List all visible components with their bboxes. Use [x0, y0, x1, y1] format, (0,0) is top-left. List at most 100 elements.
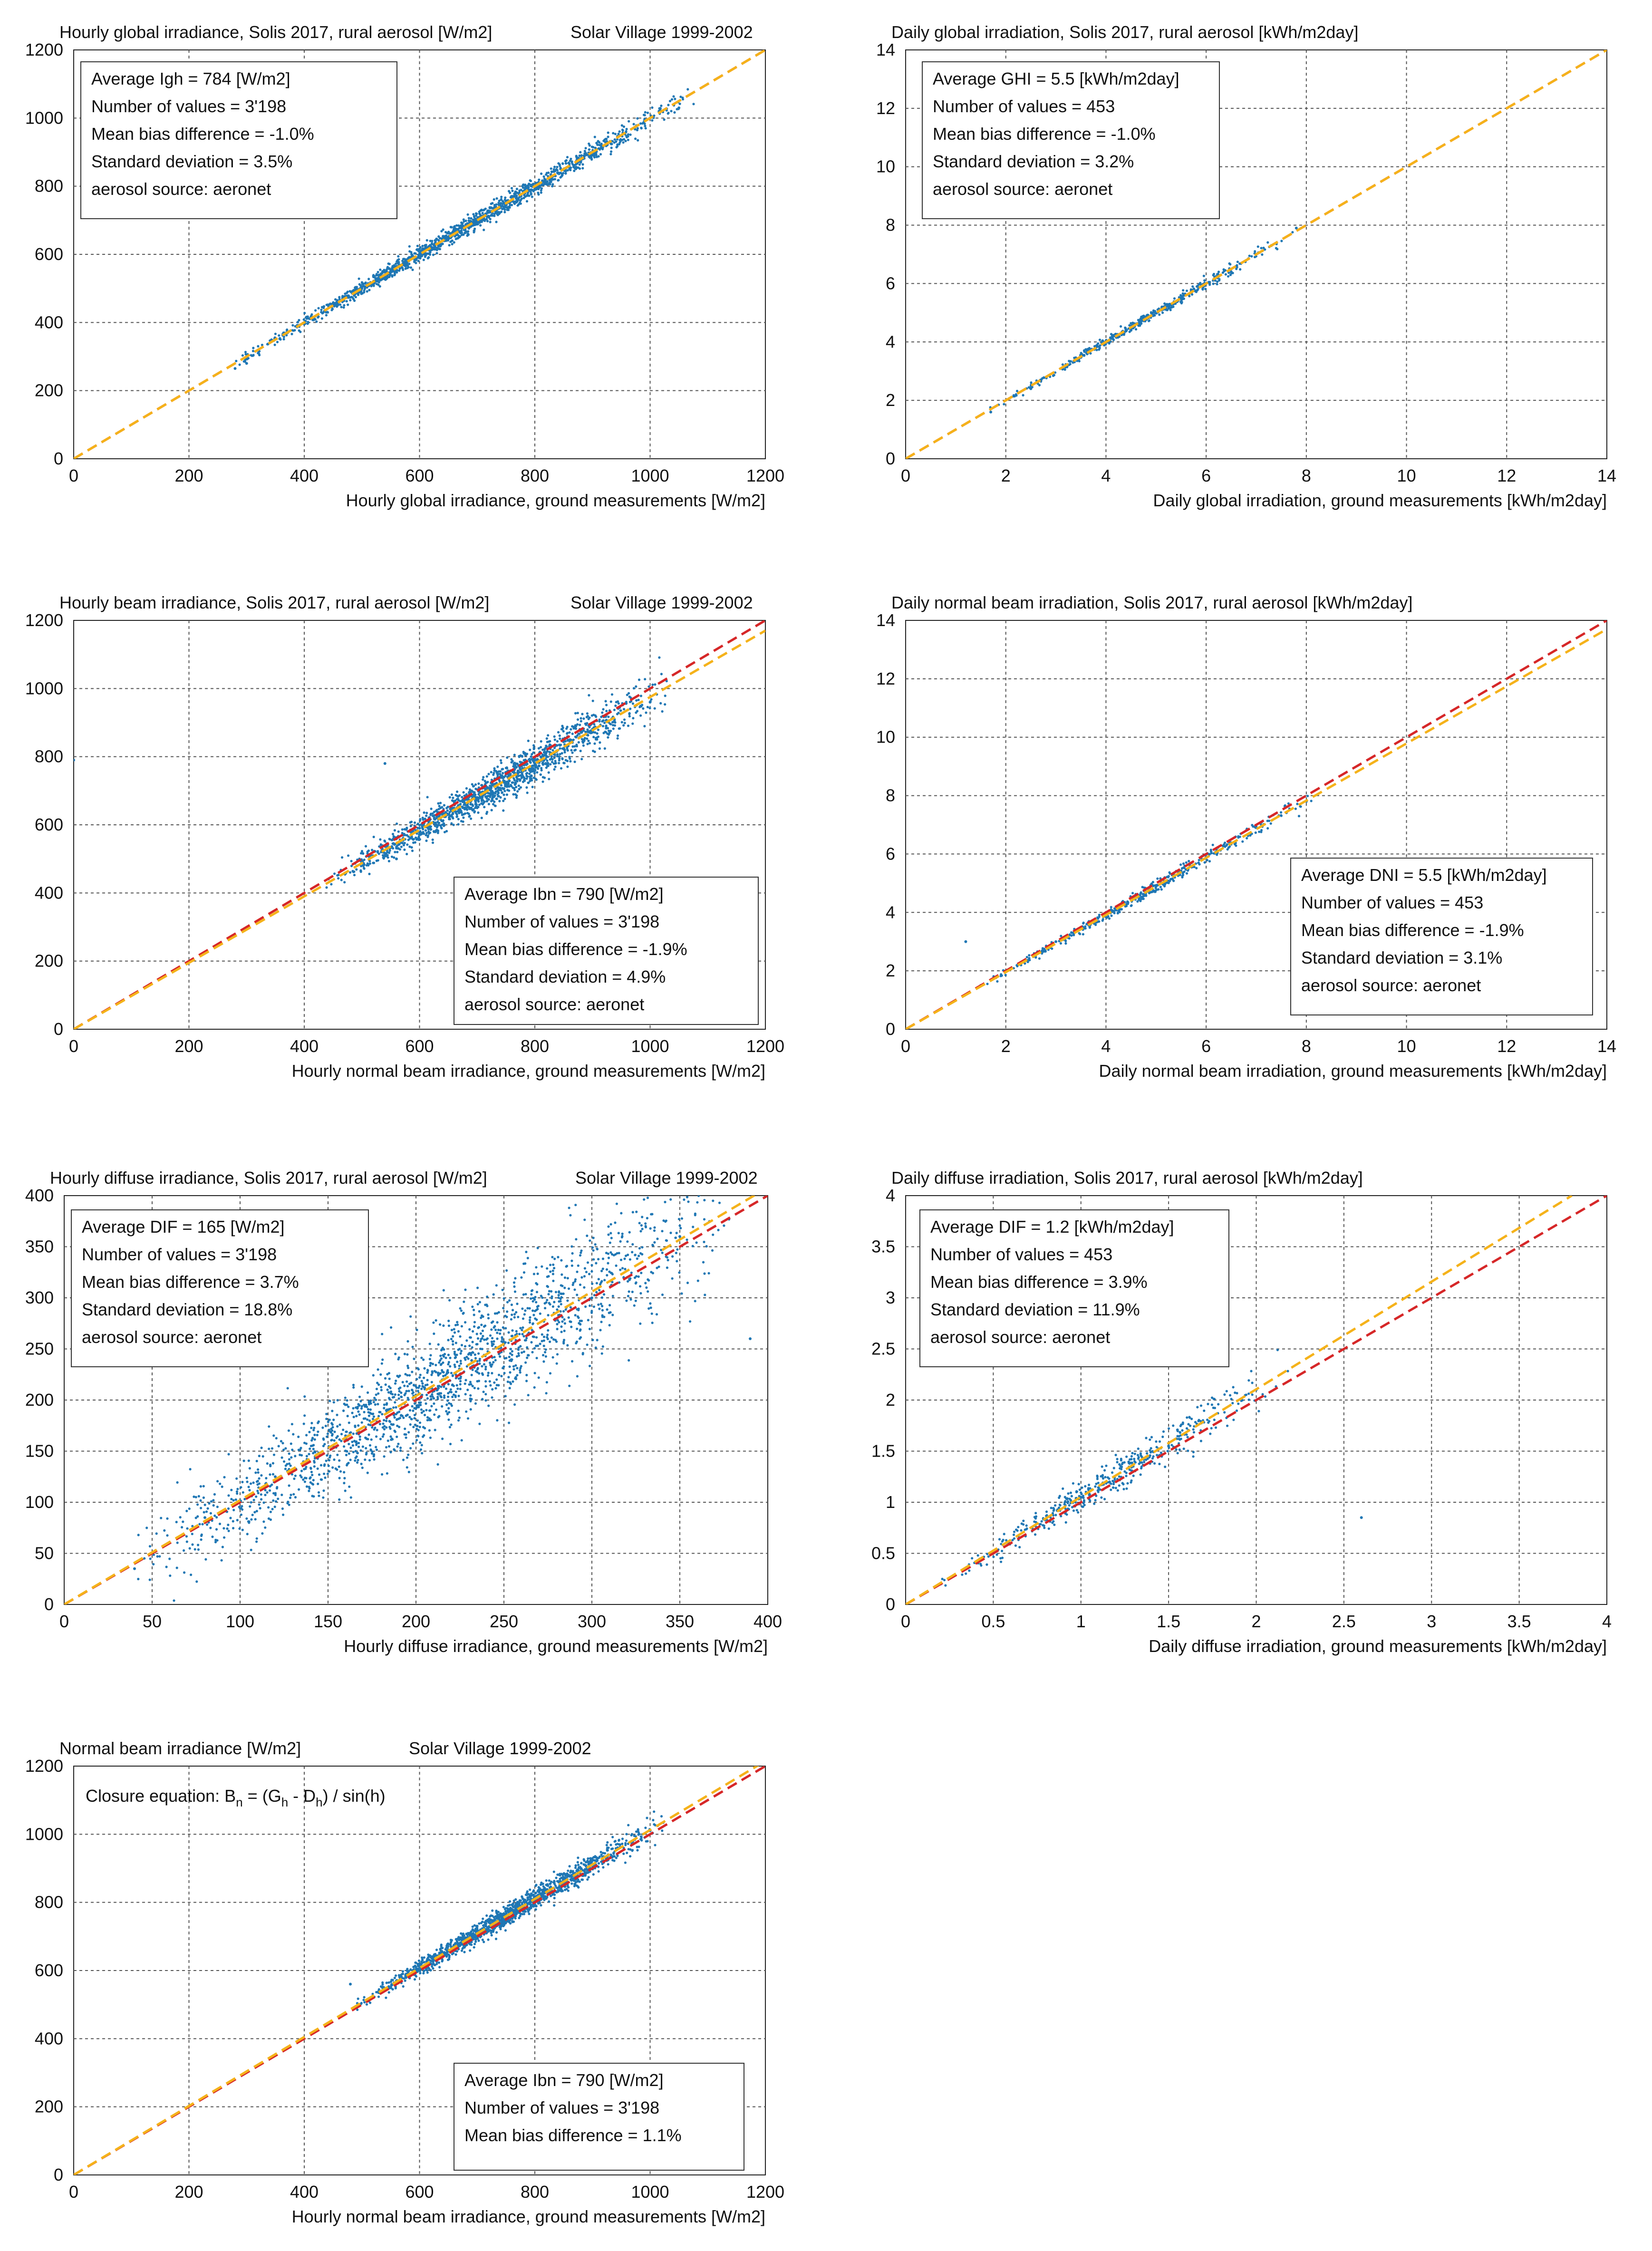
data-point [527, 782, 530, 784]
data-point [338, 296, 340, 299]
data-point [243, 360, 245, 363]
data-point [549, 1270, 551, 1273]
data-point [515, 191, 518, 193]
data-point [246, 1533, 249, 1535]
data-point [481, 817, 483, 819]
data-point [255, 1540, 258, 1543]
data-point [517, 775, 520, 777]
data-point [535, 1336, 538, 1339]
data-point [692, 103, 695, 105]
data-point [656, 1237, 658, 1240]
data-point [659, 107, 661, 109]
data-point [406, 261, 408, 263]
data-point [583, 1275, 586, 1277]
data-point [388, 276, 390, 278]
data-point [1082, 933, 1084, 936]
data-point [411, 269, 414, 271]
data-point [494, 788, 497, 790]
data-point [503, 798, 506, 800]
data-point [328, 1419, 331, 1421]
data-point [489, 1334, 492, 1337]
data-point [265, 1477, 267, 1479]
data-point [1216, 283, 1218, 285]
data-point [357, 1442, 360, 1444]
data-point [1186, 290, 1188, 292]
data-point [473, 1387, 476, 1389]
legend-text: aerosol source: aeronet [933, 179, 1112, 199]
data-point [533, 746, 535, 749]
legend-text: Average GHI = 5.5 [kWh/m2day] [933, 69, 1179, 88]
data-point [333, 1459, 335, 1461]
data-point [361, 850, 363, 852]
x-tick-label: 800 [521, 466, 549, 485]
data-point [660, 673, 663, 675]
data-point [518, 784, 520, 787]
data-point [325, 311, 327, 313]
y-tick-label: 10 [876, 157, 895, 176]
data-point [1266, 827, 1269, 830]
data-point [428, 1429, 431, 1431]
data-point [347, 1406, 349, 1408]
x-tick-label: 0 [69, 1036, 78, 1056]
data-point [1022, 394, 1024, 396]
data-point [376, 860, 378, 862]
data-point [1291, 231, 1294, 233]
data-point [258, 354, 261, 356]
data-point [277, 1497, 279, 1500]
data-point [602, 1267, 604, 1270]
data-point [553, 756, 556, 759]
data-point [1168, 871, 1170, 874]
data-point [437, 830, 439, 832]
data-point [373, 1415, 375, 1418]
y-tick-label: 400 [35, 883, 63, 902]
data-point [575, 1238, 577, 1240]
data-point [1237, 261, 1239, 263]
data-point [359, 1439, 361, 1441]
data-point [467, 232, 469, 235]
data-point [333, 1430, 336, 1433]
data-point [268, 1448, 270, 1450]
data-point [636, 1257, 638, 1260]
data-point [644, 1222, 647, 1225]
data-point [339, 1470, 342, 1473]
data-point [388, 1378, 391, 1380]
data-point [558, 1321, 560, 1324]
data-point [512, 195, 514, 197]
data-point [336, 1454, 338, 1456]
data-point [279, 337, 281, 339]
data-point [268, 1517, 270, 1520]
data-point [311, 1437, 314, 1439]
data-point [414, 821, 416, 824]
data-point [580, 717, 582, 719]
data-point [587, 1319, 589, 1321]
data-point [1260, 247, 1263, 249]
data-point [526, 185, 528, 188]
data-point [562, 730, 565, 733]
data-point [441, 806, 443, 808]
data-point [1128, 324, 1130, 327]
data-point [576, 745, 578, 747]
data-point [576, 1294, 578, 1296]
data-point [438, 822, 440, 824]
data-point [388, 1445, 390, 1448]
data-point [446, 1413, 449, 1415]
data-point [605, 700, 607, 702]
data-point [659, 702, 662, 705]
data-point [632, 702, 634, 705]
data-point [537, 187, 540, 189]
data-point [257, 345, 259, 348]
data-point [330, 1439, 332, 1441]
data-point [1239, 268, 1241, 271]
data-point [1082, 922, 1084, 925]
data-point [441, 1438, 444, 1440]
data-point [483, 1391, 485, 1393]
data-point [463, 813, 465, 815]
data-point [1084, 925, 1086, 927]
data-point [989, 411, 992, 414]
data-point [425, 840, 427, 842]
data-point [290, 1456, 292, 1459]
data-point [460, 810, 463, 812]
data-point [483, 806, 485, 808]
data-point [523, 777, 526, 780]
data-point [330, 309, 333, 311]
